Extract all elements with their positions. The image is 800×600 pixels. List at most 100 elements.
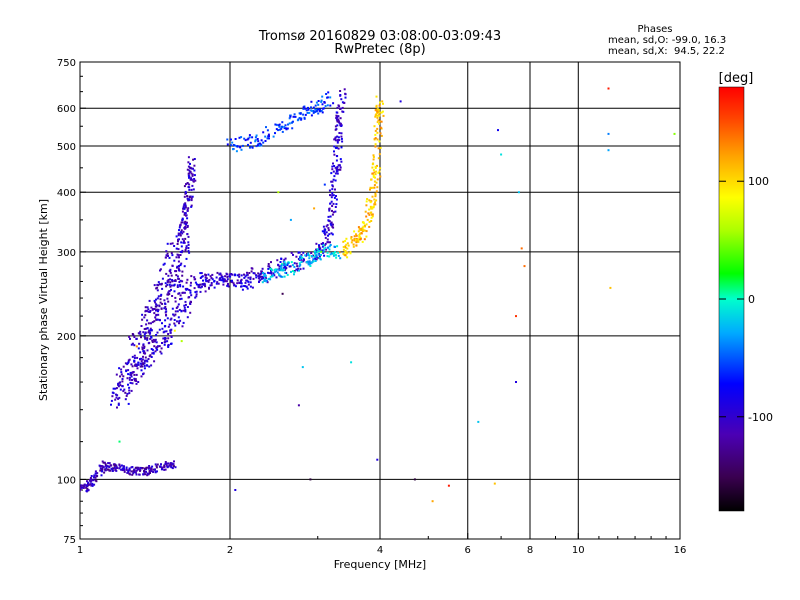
data-point	[267, 265, 270, 268]
data-point	[135, 473, 138, 476]
data-point	[90, 478, 93, 481]
data-point	[174, 313, 177, 316]
data-point	[160, 463, 162, 466]
data-point	[154, 350, 157, 353]
data-point	[293, 113, 296, 116]
y-tick-label: 300	[57, 248, 76, 259]
data-point	[288, 122, 291, 125]
data-point	[280, 275, 283, 278]
data-point	[342, 240, 345, 243]
data-point	[377, 157, 380, 160]
data-point	[131, 333, 134, 335]
data-point	[323, 230, 326, 233]
data-point	[140, 325, 143, 327]
data-point	[158, 305, 161, 308]
data-point	[295, 255, 298, 258]
data-point	[116, 394, 119, 397]
data-point	[173, 460, 175, 463]
data-point	[151, 321, 154, 324]
data-point	[335, 146, 338, 149]
data-point	[156, 463, 159, 466]
data-point	[345, 252, 348, 255]
data-point	[156, 331, 159, 334]
data-point	[151, 348, 154, 351]
data-point	[177, 260, 180, 263]
data-point	[273, 271, 276, 274]
data-point	[269, 278, 272, 281]
data-point	[315, 258, 318, 261]
data-point	[176, 305, 179, 308]
data-point	[170, 288, 172, 291]
colorbar-tick-label: 0	[748, 293, 755, 306]
data-point	[182, 230, 185, 233]
data-point	[80, 484, 83, 487]
data-point	[180, 245, 183, 248]
data-point	[144, 467, 147, 470]
data-point	[338, 251, 341, 254]
data-point	[374, 195, 377, 198]
data-point	[139, 466, 142, 469]
data-point	[122, 465, 125, 468]
data-point	[341, 106, 344, 109]
data-point	[251, 146, 254, 149]
data-point	[246, 271, 248, 274]
data-point	[211, 278, 214, 281]
data-point	[275, 123, 278, 126]
data-point	[131, 365, 134, 368]
data-point	[155, 466, 158, 469]
data-point	[194, 278, 197, 281]
data-point	[339, 94, 342, 97]
data-point	[184, 303, 187, 306]
data-point	[335, 256, 338, 259]
data-point	[331, 184, 334, 187]
data-point	[149, 309, 152, 312]
data-point	[301, 366, 304, 369]
data-point	[302, 106, 305, 109]
data-point	[333, 252, 336, 255]
data-point	[155, 341, 158, 344]
data-point	[330, 172, 333, 175]
data-point	[170, 336, 173, 338]
data-point	[318, 245, 321, 248]
data-point	[153, 284, 156, 287]
data-point	[335, 118, 338, 121]
data-point	[310, 252, 313, 254]
data-point	[143, 316, 146, 319]
data-point	[378, 114, 381, 117]
data-point	[236, 282, 239, 285]
data-point	[374, 137, 377, 140]
data-point	[258, 274, 261, 277]
data-point	[186, 168, 189, 171]
data-point	[346, 242, 349, 245]
data-point	[380, 134, 383, 137]
data-point	[350, 237, 353, 240]
data-point	[334, 206, 337, 208]
data-point	[159, 319, 161, 322]
data-point	[374, 129, 377, 132]
data-point	[254, 136, 257, 139]
data-point	[121, 378, 124, 380]
data-point	[373, 138, 376, 141]
data-point	[100, 468, 103, 471]
data-point	[369, 201, 372, 204]
data-point	[187, 247, 190, 249]
data-point	[257, 140, 260, 143]
data-point	[249, 281, 252, 284]
data-point	[250, 267, 253, 270]
data-point	[185, 223, 188, 225]
data-point	[208, 287, 210, 290]
data-point	[163, 330, 166, 333]
data-point	[324, 247, 327, 249]
data-point	[190, 188, 193, 191]
data-point	[230, 273, 233, 275]
data-point	[299, 112, 302, 115]
data-point	[151, 341, 154, 343]
data-point	[321, 111, 324, 114]
data-point	[318, 255, 321, 258]
data-point	[240, 136, 243, 139]
data-point	[145, 359, 148, 362]
data-point	[371, 172, 374, 175]
data-point	[331, 205, 334, 207]
data-point	[168, 256, 171, 259]
data-point	[153, 312, 156, 315]
